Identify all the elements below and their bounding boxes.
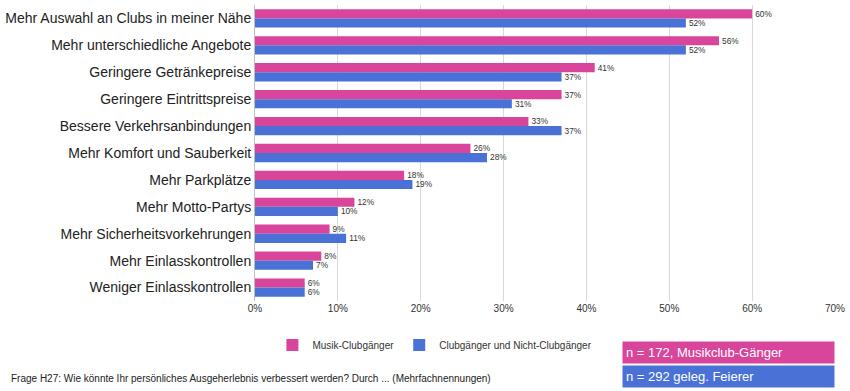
svg-text:Frage H27: Wie könnte Ihr pers: Frage H27: Wie könnte Ihr persönliches A… — [11, 373, 491, 384]
svg-text:9%: 9% — [333, 224, 346, 234]
svg-text:37%: 37% — [565, 90, 582, 100]
svg-text:41%: 41% — [598, 63, 615, 73]
svg-text:Mehr Komfort und Sauberkeit: Mehr Komfort und Sauberkeit — [68, 145, 251, 161]
svg-text:7%: 7% — [316, 260, 329, 270]
svg-text:6%: 6% — [308, 287, 321, 297]
svg-text:20%: 20% — [411, 303, 431, 314]
svg-text:Geringere Getränkepreise: Geringere Getränkepreise — [89, 64, 251, 80]
svg-text:Musik-Clubgänger: Musik-Clubgänger — [312, 340, 394, 351]
svg-text:0%: 0% — [248, 303, 263, 314]
svg-text:31%: 31% — [515, 99, 532, 109]
svg-text:18%: 18% — [407, 170, 424, 180]
svg-text:Mehr Sicherheitsvorkehrungen: Mehr Sicherheitsvorkehrungen — [61, 226, 252, 242]
svg-text:n = 172, Musikclub-Gänger: n = 172, Musikclub-Gänger — [626, 345, 783, 360]
svg-text:Mehr Einlasskontrollen: Mehr Einlasskontrollen — [110, 253, 252, 269]
svg-text:52%: 52% — [689, 45, 706, 55]
svg-text:Mehr Motto-Partys: Mehr Motto-Partys — [136, 199, 251, 215]
svg-text:Geringere Eintrittspreise: Geringere Eintrittspreise — [100, 91, 251, 107]
svg-text:Bessere Verkehrsanbindungen: Bessere Verkehrsanbindungen — [60, 118, 251, 134]
svg-text:37%: 37% — [565, 72, 582, 82]
svg-text:11%: 11% — [349, 233, 366, 243]
svg-text:Mehr unterschiedliche Angebote: Mehr unterschiedliche Angebote — [51, 37, 251, 53]
svg-text:10%: 10% — [328, 303, 348, 314]
svg-text:19%: 19% — [415, 179, 432, 189]
svg-text:50%: 50% — [659, 303, 679, 314]
svg-text:60%: 60% — [742, 303, 762, 314]
svg-text:12%: 12% — [357, 197, 374, 207]
svg-text:10%: 10% — [341, 206, 358, 216]
svg-text:33%: 33% — [531, 116, 548, 126]
svg-text:56%: 56% — [722, 36, 739, 46]
svg-text:70%: 70% — [825, 303, 845, 314]
svg-text:Weniger Einlasskontrollen: Weniger Einlasskontrollen — [90, 279, 252, 295]
svg-text:26%: 26% — [473, 143, 490, 153]
svg-text:52%: 52% — [689, 18, 706, 28]
svg-text:37%: 37% — [565, 126, 582, 136]
svg-text:8%: 8% — [324, 251, 337, 261]
svg-text:40%: 40% — [576, 303, 596, 314]
svg-text:Clubgänger und Nicht-Clubgänge: Clubgänger und Nicht-Clubgänger — [439, 340, 591, 351]
svg-text:Mehr Auswahl an Clubs in meine: Mehr Auswahl an Clubs in meiner Nähe — [5, 10, 251, 26]
svg-text:30%: 30% — [494, 303, 514, 314]
svg-text:60%: 60% — [755, 9, 772, 19]
svg-text:6%: 6% — [308, 278, 321, 288]
svg-text:Mehr Parkplätze: Mehr Parkplätze — [149, 172, 251, 188]
svg-text:n = 292 geleg. Feierer: n = 292 geleg. Feierer — [626, 369, 754, 384]
svg-text:28%: 28% — [490, 152, 507, 162]
